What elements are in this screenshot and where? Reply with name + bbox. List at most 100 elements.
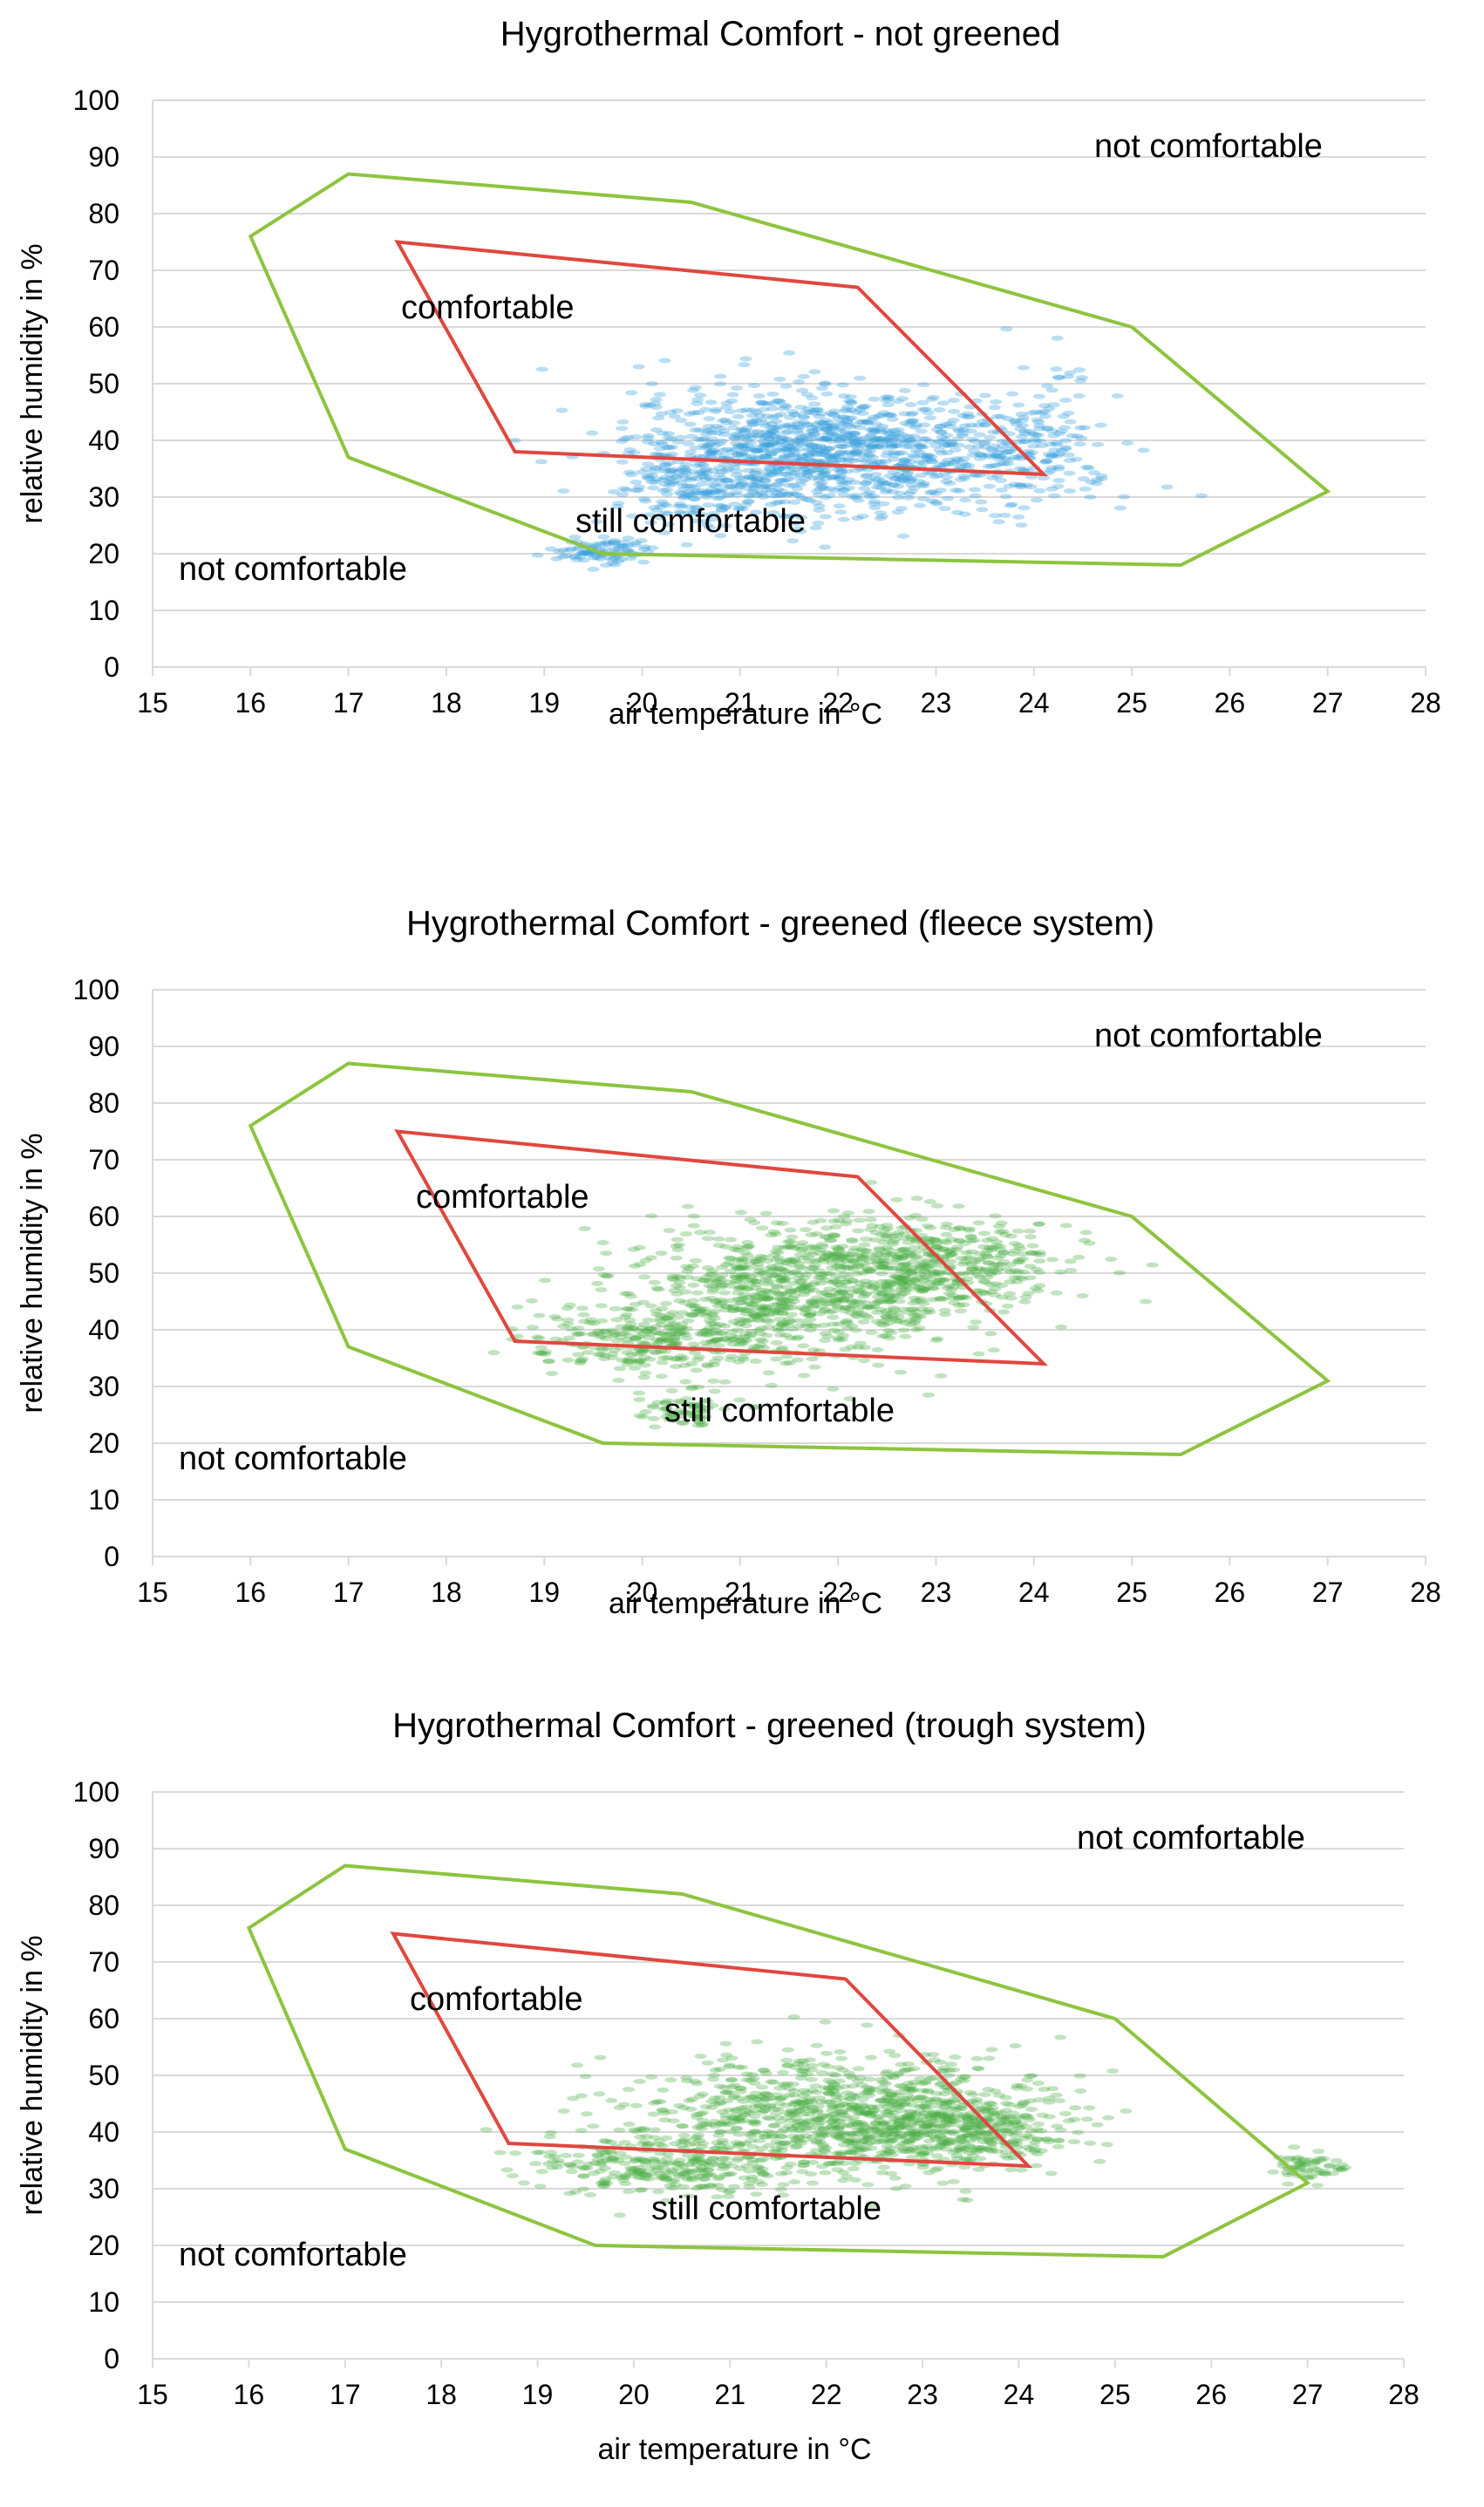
data-point [877,2164,890,2170]
data-point [919,1274,932,1280]
data-point [652,415,665,421]
data-point [864,443,877,449]
data-point [766,2079,779,2085]
data-point [562,1317,575,1323]
data-point [677,2132,691,2138]
data-point [929,1243,943,1250]
data-point [924,1267,937,1273]
data-point [859,2146,872,2152]
data-point [1025,2106,1038,2112]
data-point [701,1265,714,1271]
data-point [780,1257,793,1264]
data-point [837,2170,850,2176]
data-point [827,1298,840,1304]
data-point [837,420,850,426]
data-point [787,412,800,418]
data-point [995,477,1008,483]
data-point [773,1266,786,1272]
data-point [698,1398,711,1404]
data-point [820,2050,834,2056]
data-point [740,2077,753,2083]
data-point [622,1326,635,1332]
data-point [690,504,703,510]
data-point [681,1410,694,1416]
data-point [902,2067,916,2073]
data-point [851,1289,864,1295]
data-point [859,1312,872,1318]
data-point [781,1322,794,1328]
data-point [681,483,694,489]
data-point [746,2160,759,2166]
data-point [684,509,698,515]
data-point [749,455,762,461]
data-point [866,2123,879,2129]
data-point [1055,447,1068,453]
data-point [751,447,764,453]
data-point [718,428,731,434]
data-point [862,477,875,483]
data-point [868,1284,881,1291]
data-point [875,436,888,442]
data-point [794,1247,807,1253]
data-point [682,492,695,498]
data-point [881,1264,894,1271]
data-point [906,453,919,459]
data-point [935,429,948,435]
data-point [1003,483,1016,489]
data-point [880,398,893,404]
data-point [1085,479,1098,485]
data-point [939,1224,952,1230]
data-point [986,1245,999,1251]
data-point [606,556,619,562]
data-point [985,2141,998,2147]
data-point [973,455,986,461]
data-point [807,428,820,434]
data-point [1004,448,1017,454]
data-point [535,2169,548,2175]
y-tick-label: 60 [88,311,119,343]
data-point [717,418,730,424]
data-point [745,1332,758,1338]
data-point [772,1309,785,1315]
data-point [699,406,712,412]
data-point [826,1265,839,1271]
data-point [668,413,681,419]
data-point [798,1306,811,1312]
data-point [909,440,922,446]
data-point [773,399,786,405]
data-point [1016,1276,1029,1282]
data-point [833,1290,846,1296]
data-point [776,2143,789,2149]
data-point [842,2139,855,2145]
data-point [700,466,713,472]
data-point [866,437,879,443]
data-point [728,435,741,441]
data-point [667,1277,680,1283]
data-point [598,2183,611,2190]
data-point [699,490,712,496]
data-point [800,1283,813,1289]
data-point [723,2063,736,2069]
data-point [834,450,847,456]
data-point [691,463,704,469]
data-point [882,2095,895,2101]
data-point [1083,2105,1096,2111]
data-point [938,1238,951,1244]
data-point [987,1265,1000,1271]
data-point [795,514,808,521]
data-point [668,478,681,484]
data-point [659,510,672,516]
data-point [716,1299,729,1305]
data-point [693,1406,706,1412]
data-point [869,1255,882,1261]
data-point [1073,441,1086,447]
data-point [810,421,823,427]
data-point [912,2117,925,2123]
data-point [881,1225,894,1231]
data-point [833,476,846,482]
data-point [937,462,950,468]
data-point [665,2169,678,2175]
data-point [891,1254,904,1260]
data-point [860,473,873,480]
data-point [898,456,911,462]
